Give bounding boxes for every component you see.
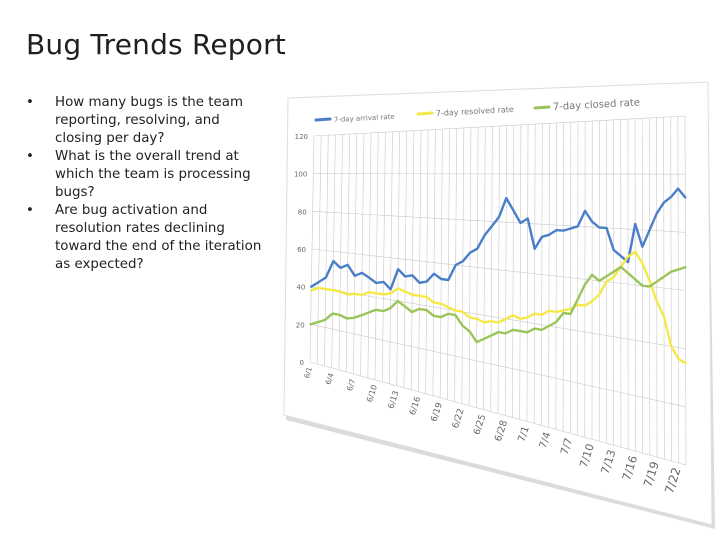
series-line: [310, 250, 687, 365]
y-tick-label: 0: [300, 359, 304, 367]
x-tick-label: 6/7: [345, 378, 357, 393]
series-line: [310, 187, 687, 291]
legend-swatch: [533, 105, 551, 110]
y-tick-label: 120: [295, 133, 308, 141]
horizontal-gridline: [313, 173, 686, 175]
legend-label: 7-day resolved rate: [436, 105, 515, 118]
grid-lines: [309, 115, 687, 466]
horizontal-gridline: [311, 286, 686, 349]
chart-card: [283, 81, 713, 526]
slide-title: Bug Trends Report: [26, 28, 286, 61]
horizontal-gridline: [313, 115, 686, 137]
bullet-item: • How many bugs is the team reporting, r…: [26, 94, 266, 148]
horizontal-gridline: [311, 248, 686, 291]
bullet-list: • How many bugs is the team reporting, r…: [26, 94, 266, 274]
horizontal-gridline: [312, 211, 686, 233]
legend-swatch: [314, 117, 332, 122]
bullet-marker: •: [26, 95, 34, 110]
legend-swatch: [416, 111, 434, 116]
legend-label: 7-day arrival rate: [334, 113, 395, 124]
series-line: [309, 265, 687, 344]
y-tick-label: 40: [296, 284, 305, 292]
x-tick-label: 7/1: [516, 425, 531, 444]
bullet-marker: •: [26, 149, 34, 164]
x-tick-label: 6/1: [303, 366, 314, 379]
bug-trend-chart: 0 20 40 60 80 100 120 6/1 6/4 6/7 6/10 6/13 6/16 6/19…: [280, 70, 720, 540]
bullet-text: Are bug activation and resolution rates …: [55, 203, 262, 272]
horizontal-gridline: [310, 324, 686, 408]
bullet-text: What is the overall trend at which the t…: [55, 149, 251, 200]
legend-label: 7-day closed rate: [553, 97, 641, 113]
bullet-item: • What is the overall trend at which the…: [26, 148, 266, 202]
bullet-text: How many bugs is the team reporting, res…: [55, 95, 244, 146]
chart-legend: 7-day arrival rate 7-day resolved rate 7-d…: [314, 97, 641, 124]
y-tick-label: 100: [294, 171, 307, 179]
horizontal-gridline: [309, 361, 687, 466]
y-tick-label: 60: [297, 246, 306, 254]
y-axis-labels: 0 20 40 60 80 100 120: [294, 133, 308, 367]
x-tick-label: 7/4: [538, 431, 554, 450]
y-tick-label: 20: [296, 321, 305, 329]
bullet-item: • Are bug activation and resolution rate…: [26, 202, 266, 274]
x-tick-label: 6/4: [323, 371, 335, 385]
x-tick-label: 7/7: [559, 437, 576, 457]
y-tick-label: 80: [298, 208, 307, 216]
bullet-marker: •: [26, 203, 34, 218]
